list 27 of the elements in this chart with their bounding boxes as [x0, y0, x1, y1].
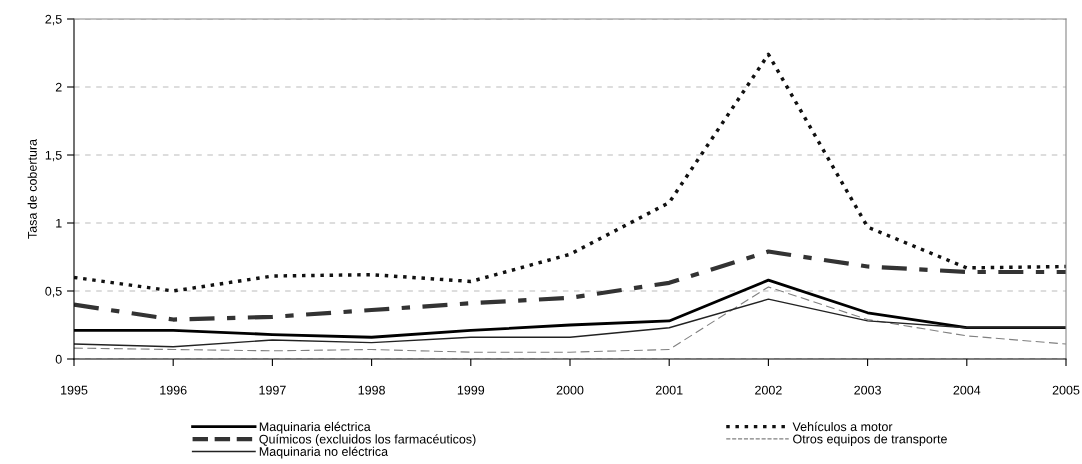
- x-tick-label: 1995: [61, 385, 88, 395]
- legend-label: Vehículos a motor: [792, 421, 893, 432]
- y-tick-label: 1,5: [45, 150, 62, 162]
- legend-label: Químicos (excluidos los farmacéuticos): [259, 434, 476, 447]
- y-tick-label: 0: [55, 354, 62, 364]
- legend-label: Maquinaria eléctrica: [259, 421, 371, 434]
- y-tick-label: 1: [56, 218, 62, 228]
- x-tick-label: 2003: [854, 385, 881, 395]
- x-tick-label: 2001: [655, 385, 683, 395]
- x-tick-label: 2005: [1052, 385, 1080, 395]
- line-series: [74, 298, 1066, 348]
- x-tick-label: 1997: [259, 385, 286, 395]
- y-tick-label: 2,5: [45, 14, 62, 26]
- x-tick-label: 1998: [358, 385, 385, 395]
- x-tick-label: 2000: [556, 385, 584, 395]
- y-tick-label: 0,5: [45, 286, 62, 298]
- x-tick-label: 1996: [160, 385, 187, 395]
- legend-label: Otros equipos de transporte: [793, 434, 947, 446]
- x-tick-label: 1999: [457, 385, 485, 395]
- legend-label: Maquinaria no eléctrica: [259, 446, 389, 459]
- x-tick-label: 2002: [755, 385, 782, 395]
- line-series: [74, 52, 1066, 293]
- line-series: [74, 286, 1066, 353]
- line-series: [74, 249, 1066, 322]
- x-tick-label: 2004: [953, 385, 981, 395]
- y-axis-title: Tasa de cobertura: [27, 138, 37, 239]
- y-tick-label: 2: [55, 82, 62, 92]
